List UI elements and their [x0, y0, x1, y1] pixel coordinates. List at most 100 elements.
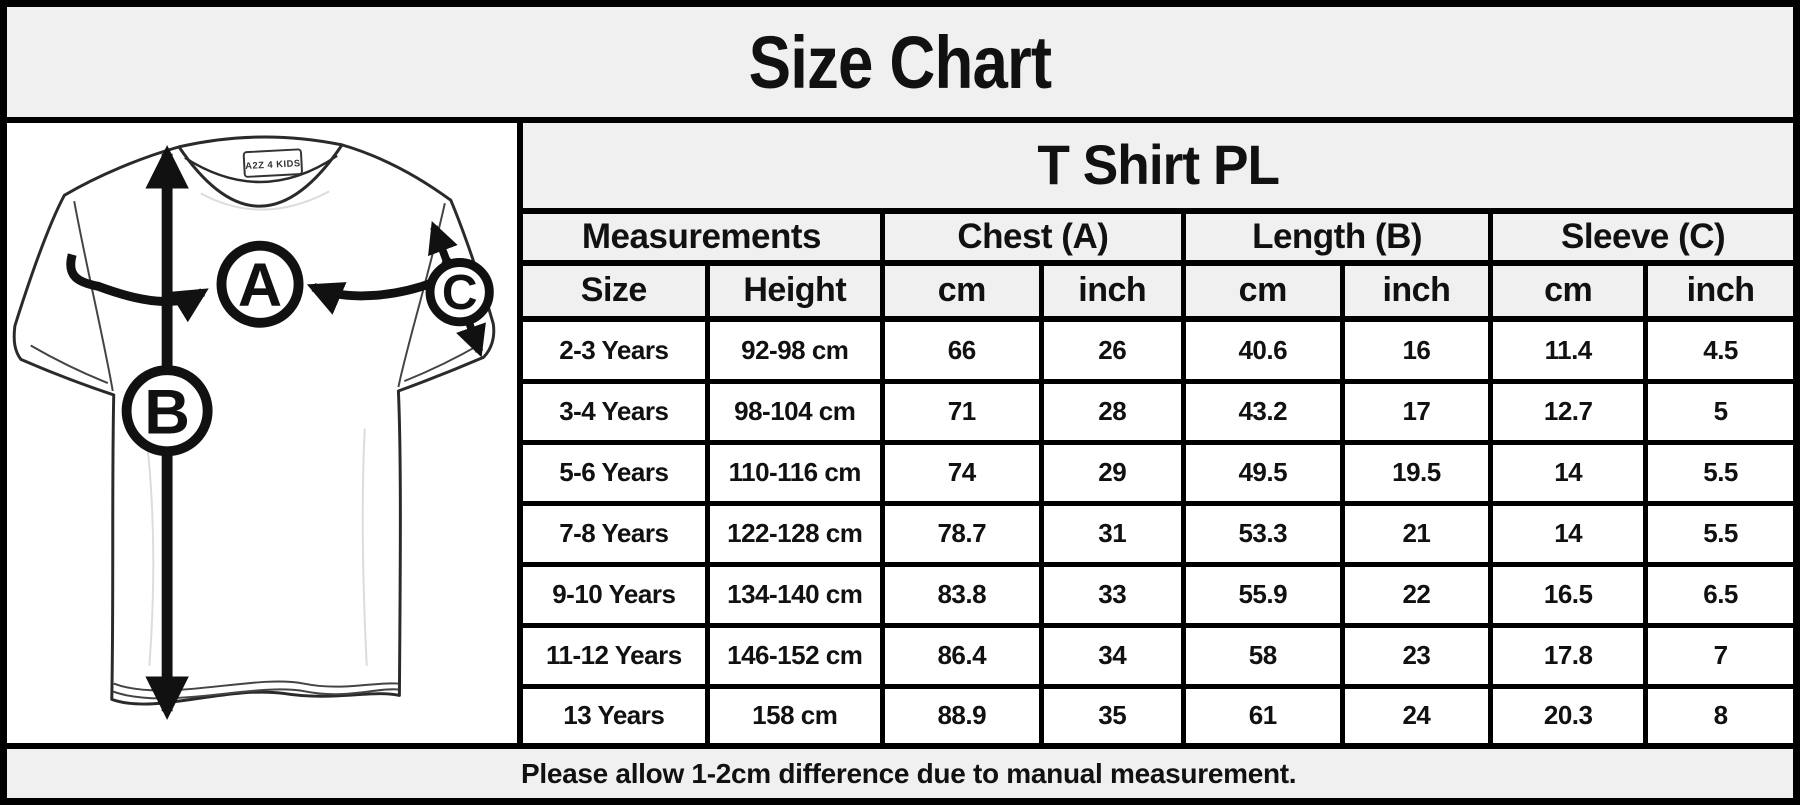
cell-length-cm: 61 — [1180, 684, 1345, 743]
cell-height: 98-104 cm — [704, 378, 885, 445]
cell-sleeve-inch: 6.5 — [1643, 561, 1793, 628]
table-row: 3-4 Years 98-104 cm 71 28 43.2 17 12.7 5 — [523, 378, 1793, 445]
cell-sleeve-cm: 16.5 — [1488, 561, 1649, 628]
col-header-length-cm: cm — [1180, 260, 1345, 322]
size-table-panel: T Shirt PL Measurements Chest (A) Length… — [523, 123, 1793, 743]
chest-label: A — [238, 251, 282, 319]
cell-size: 9-10 Years — [523, 561, 710, 628]
footer-note: Please allow 1-2cm difference due to man… — [7, 743, 1793, 798]
cell-height: 146-152 cm — [704, 622, 885, 690]
collar-tag: A2Z 4 KIDS — [242, 148, 303, 178]
chest-label-circle — [216, 240, 304, 328]
cell-sleeve-inch: 8 — [1643, 684, 1793, 743]
cell-sleeve-cm: 14 — [1488, 439, 1649, 506]
cell-length-cm: 43.2 — [1180, 378, 1345, 445]
cell-height: 122-128 cm — [704, 500, 885, 567]
col-header-sleeve-inch: inch — [1643, 260, 1793, 322]
collar-inner-edge — [184, 154, 338, 184]
cell-size: 2-3 Years — [523, 316, 710, 384]
length-label: B — [144, 377, 190, 447]
table-row: 5-6 Years 110-116 cm 74 29 49.5 19.5 14 5.5 — [523, 439, 1793, 506]
size-rows: 2-3 Years 92-98 cm 66 26 40.6 16 11.4 4.5 3-4 Ye… — [523, 316, 1793, 743]
cell-sleeve-inch: 4.5 — [1643, 316, 1793, 384]
cell-chest-inch: 28 — [1038, 378, 1186, 445]
page-title-text: Size Chart — [748, 20, 1052, 104]
cell-chest-inch: 35 — [1038, 684, 1186, 743]
cell-length-inch: 16 — [1339, 316, 1494, 384]
sleeve-hem-left — [30, 344, 109, 385]
footer-note-text: Please allow 1-2cm difference due to man… — [521, 757, 1297, 789]
group-header-length: Length (B) — [1180, 208, 1494, 266]
sleeve-label-circle — [425, 258, 494, 327]
col-header-sleeve-cm: cm — [1488, 260, 1649, 322]
cell-sleeve-inch: 5.5 — [1643, 439, 1793, 506]
tshirt-diagram-svg: A B C A2Z 4 KIDS — [12, 135, 496, 720]
cell-size: 3-4 Years — [523, 378, 710, 445]
table-row: 9-10 Years 134-140 cm 83.8 33 55.9 22 16.5 6.5 — [523, 561, 1793, 628]
cell-chest-inch: 34 — [1038, 622, 1186, 690]
cell-size: 13 Years — [523, 684, 710, 743]
col-header-chest-inch: inch — [1038, 260, 1186, 322]
sub-header-row: Size Height cm inch cm inch cm inch — [523, 260, 1793, 322]
cell-chest-cm: 74 — [879, 439, 1044, 506]
cell-sleeve-cm: 14 — [1488, 500, 1649, 567]
length-label-circle — [121, 365, 213, 457]
cell-sleeve-cm: 17.8 — [1488, 622, 1649, 690]
cell-chest-cm: 83.8 — [879, 561, 1044, 628]
cell-length-inch: 23 — [1339, 622, 1494, 690]
cell-height: 134-140 cm — [704, 561, 885, 628]
cell-length-cm: 40.6 — [1180, 316, 1345, 384]
cell-height: 158 cm — [704, 684, 885, 743]
group-header-chest: Chest (A) — [879, 208, 1186, 266]
tshirt-body — [12, 143, 496, 706]
cell-length-cm: 58 — [1180, 622, 1345, 690]
table-row: 11-12 Years 146-152 cm 86.4 34 58 23 17.8 7 — [523, 622, 1793, 690]
collar — [178, 135, 343, 184]
product-title-text: T Shirt PL — [1037, 133, 1280, 197]
cell-chest-inch: 26 — [1038, 316, 1186, 384]
cell-length-cm: 53.3 — [1180, 500, 1345, 567]
cell-chest-inch: 31 — [1038, 500, 1186, 567]
cell-chest-cm: 66 — [879, 316, 1044, 384]
cell-sleeve-cm: 12.7 — [1488, 378, 1649, 445]
col-header-length-inch: inch — [1339, 260, 1494, 322]
cell-length-inch: 24 — [1339, 684, 1494, 743]
cell-length-cm: 49.5 — [1180, 439, 1345, 506]
cell-size: 11-12 Years — [523, 622, 710, 690]
cell-length-cm: 55.9 — [1180, 561, 1345, 628]
cell-chest-cm: 86.4 — [879, 622, 1044, 690]
collar-back-edge — [178, 135, 343, 149]
cell-chest-cm: 88.9 — [879, 684, 1044, 743]
table-row: 13 Years 158 cm 88.9 35 61 24 20.3 8 — [523, 684, 1793, 743]
cell-sleeve-inch: 5.5 — [1643, 500, 1793, 567]
cell-chest-inch: 33 — [1038, 561, 1186, 628]
cell-size: 7-8 Years — [523, 500, 710, 567]
col-header-chest-cm: cm — [879, 260, 1044, 322]
cell-chest-inch: 29 — [1038, 439, 1186, 506]
col-header-height: Height — [704, 260, 885, 322]
group-header-sleeve: Sleeve (C) — [1488, 208, 1793, 266]
cell-sleeve-cm: 20.3 — [1488, 684, 1649, 743]
cell-chest-cm: 71 — [879, 378, 1044, 445]
sleeve-label: C — [442, 265, 478, 320]
cell-length-inch: 22 — [1339, 561, 1494, 628]
product-header-row: T Shirt PL — [523, 123, 1793, 214]
cell-sleeve-inch: 5 — [1643, 378, 1793, 445]
col-header-size: Size — [523, 260, 710, 322]
group-header-measurements: Measurements — [523, 208, 885, 266]
cell-height: 92-98 cm — [704, 316, 885, 384]
group-header-row: Measurements Chest (A) Length (B) Sleeve… — [523, 208, 1793, 266]
table-row: 7-8 Years 122-128 cm 78.7 31 53.3 21 14 5.5 — [523, 500, 1793, 567]
tshirt-measurement-diagram: A B C A2Z 4 KIDS — [7, 123, 523, 743]
cell-height: 110-116 cm — [704, 439, 885, 506]
cell-length-inch: 19.5 — [1339, 439, 1494, 506]
page-title: Size Chart — [7, 7, 1793, 123]
cell-size: 5-6 Years — [523, 439, 710, 506]
size-table: T Shirt PL Measurements Chest (A) Length… — [523, 123, 1793, 743]
cell-length-inch: 21 — [1339, 500, 1494, 567]
collar-tag-text: A2Z 4 KIDS — [245, 158, 301, 171]
chest-arrow-left — [66, 253, 209, 323]
cell-sleeve-inch: 7 — [1643, 622, 1793, 690]
table-row: 2-3 Years 92-98 cm 66 26 40.6 16 11.4 4.5 — [523, 316, 1793, 384]
